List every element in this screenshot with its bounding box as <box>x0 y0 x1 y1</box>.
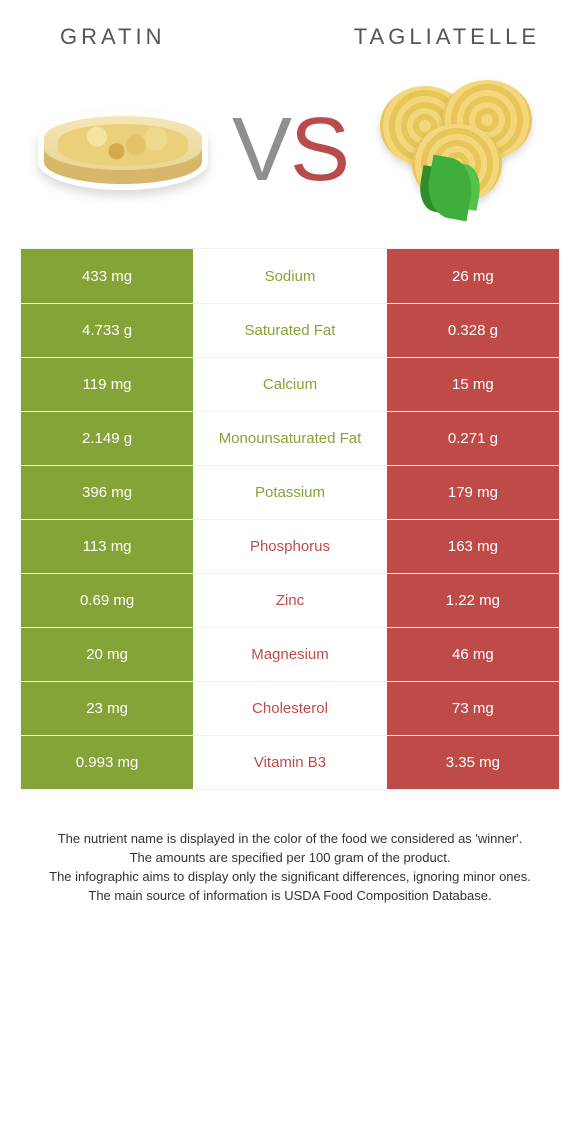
left-food-image <box>28 80 218 220</box>
vs-letter-s: S <box>290 99 348 202</box>
table-row: 0.69 mgZinc1.22 mg <box>21 573 559 627</box>
nutrient-label-cell: Monounsaturated Fat <box>193 412 387 465</box>
table-row: 2.149 gMonounsaturated Fat0.271 g <box>21 411 559 465</box>
right-value-cell: 3.35 mg <box>387 736 559 789</box>
nutrient-label-cell: Sodium <box>193 249 387 303</box>
left-value-cell: 433 mg <box>21 249 193 303</box>
title-row: GRATIN TAGLIATELLE <box>20 24 560 50</box>
right-food-image <box>362 80 552 220</box>
nutrient-label-cell: Phosphorus <box>193 520 387 573</box>
footnote-line: The main source of information is USDA F… <box>32 887 548 906</box>
right-value-cell: 46 mg <box>387 628 559 681</box>
vs-letter-v: V <box>232 99 290 202</box>
left-value-cell: 4.733 g <box>21 304 193 357</box>
left-value-cell: 20 mg <box>21 628 193 681</box>
table-row: 0.993 mgVitamin B33.35 mg <box>21 735 559 789</box>
left-value-cell: 0.993 mg <box>21 736 193 789</box>
nutrient-label-cell: Vitamin B3 <box>193 736 387 789</box>
right-value-cell: 15 mg <box>387 358 559 411</box>
footnote-line: The nutrient name is displayed in the co… <box>32 830 548 849</box>
right-value-cell: 0.328 g <box>387 304 559 357</box>
nutrient-label-cell: Calcium <box>193 358 387 411</box>
left-value-cell: 2.149 g <box>21 412 193 465</box>
nutrient-label-cell: Cholesterol <box>193 682 387 735</box>
table-row: 23 mgCholesterol73 mg <box>21 681 559 735</box>
hero-row: VS <box>20 80 560 220</box>
gratin-icon <box>38 110 208 190</box>
left-value-cell: 396 mg <box>21 466 193 519</box>
left-food-title: GRATIN <box>20 24 165 50</box>
right-value-cell: 1.22 mg <box>387 574 559 627</box>
table-row: 4.733 gSaturated Fat0.328 g <box>21 303 559 357</box>
footnote-line: The amounts are specified per 100 gram o… <box>32 849 548 868</box>
nutrient-table: 433 mgSodium26 mg4.733 gSaturated Fat0.3… <box>20 248 560 790</box>
table-row: 119 mgCalcium15 mg <box>21 357 559 411</box>
right-value-cell: 73 mg <box>387 682 559 735</box>
right-value-cell: 26 mg <box>387 249 559 303</box>
comparison-infographic: GRATIN TAGLIATELLE VS 433 mgSodium26 mg4… <box>0 0 580 905</box>
right-value-cell: 163 mg <box>387 520 559 573</box>
table-row: 20 mgMagnesium46 mg <box>21 627 559 681</box>
nutrient-label-cell: Potassium <box>193 466 387 519</box>
footnote-line: The infographic aims to display only the… <box>32 868 548 887</box>
left-value-cell: 23 mg <box>21 682 193 735</box>
nutrient-label-cell: Saturated Fat <box>193 304 387 357</box>
left-value-cell: 113 mg <box>21 520 193 573</box>
left-value-cell: 119 mg <box>21 358 193 411</box>
table-row: 433 mgSodium26 mg <box>21 249 559 303</box>
right-value-cell: 179 mg <box>387 466 559 519</box>
table-row: 113 mgPhosphorus163 mg <box>21 519 559 573</box>
right-food-title: TAGLIATELLE <box>354 24 560 50</box>
nutrient-label-cell: Zinc <box>193 574 387 627</box>
right-value-cell: 0.271 g <box>387 412 559 465</box>
vs-label: VS <box>232 80 348 220</box>
tagliatelle-icon <box>372 80 542 220</box>
nutrient-label-cell: Magnesium <box>193 628 387 681</box>
table-row: 396 mgPotassium179 mg <box>21 465 559 519</box>
left-value-cell: 0.69 mg <box>21 574 193 627</box>
footnotes: The nutrient name is displayed in the co… <box>20 830 560 905</box>
